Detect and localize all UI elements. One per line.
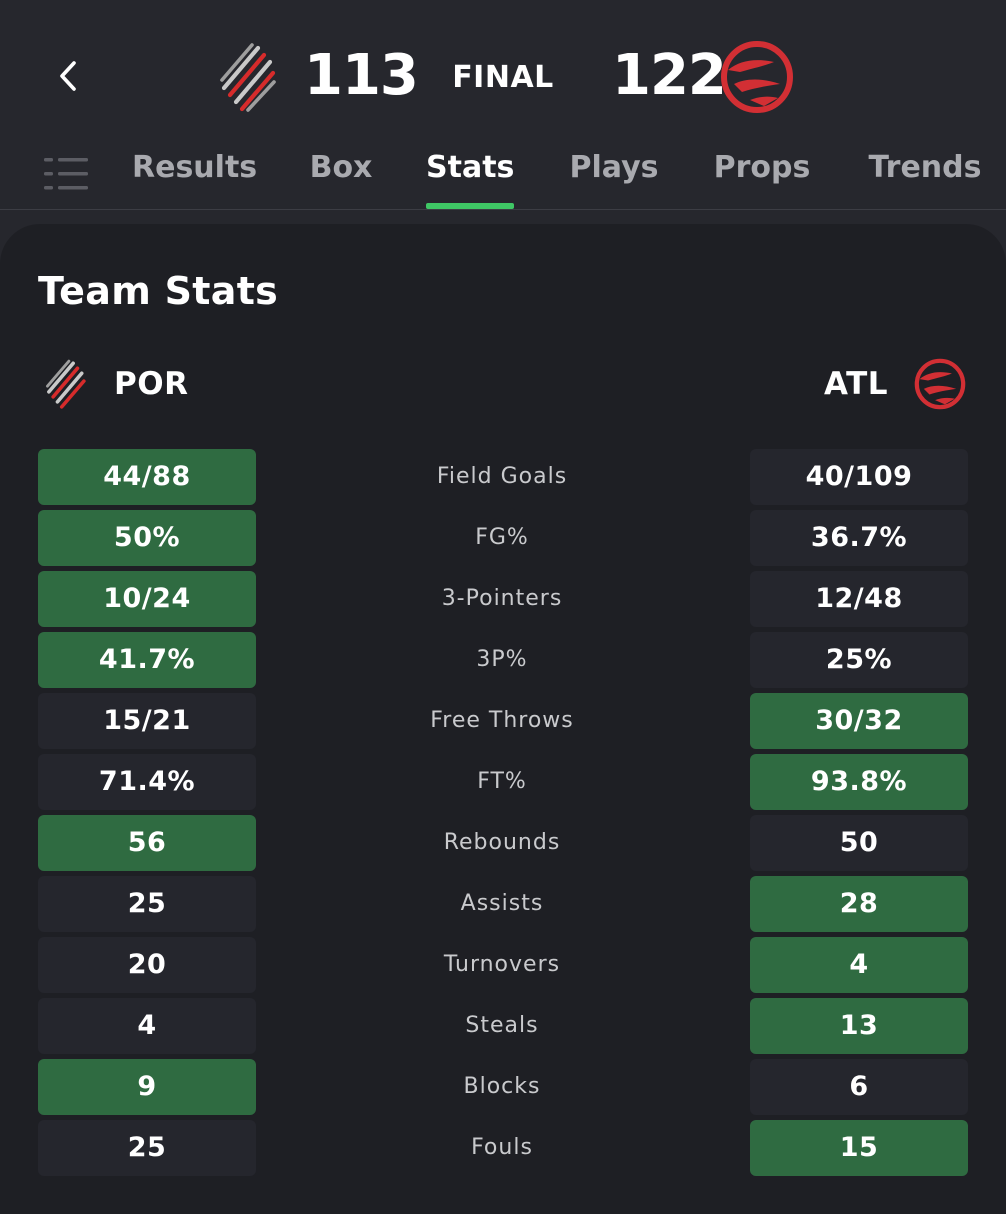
active-tab-indicator — [426, 203, 514, 209]
away-score: 122 — [612, 43, 727, 108]
stat-label: Assists — [460, 891, 544, 916]
por-stat-value: 44/88 — [38, 449, 256, 505]
hawks-logo-icon — [914, 358, 966, 410]
card-title: Team Stats — [38, 269, 279, 313]
stat-label: Free Throws — [430, 708, 574, 733]
stat-label: Fouls — [471, 1135, 533, 1160]
atl-stat-value: 15 — [750, 1120, 968, 1176]
stat-row-3-pointers: 10/24 3-Pointers 12/48 — [0, 571, 1006, 627]
stat-row-field-goals: 44/88 Field Goals 40/109 — [0, 449, 1006, 505]
stat-label: Turnovers — [443, 952, 561, 977]
stat-row-3p-pct: 41.7% 3P% 25% — [0, 632, 1006, 688]
stat-row-free-throws: 15/21 Free Throws 30/32 — [0, 693, 1006, 749]
stat-label: Field Goals — [436, 464, 568, 489]
atl-stat-value: 40/109 — [750, 449, 968, 505]
away-team-abbr: ATL — [824, 366, 888, 402]
por-stat-value: 10/24 — [38, 571, 256, 627]
por-stat-value: 4 — [38, 998, 256, 1054]
stat-row-rebounds: 56 Rebounds 50 — [0, 815, 1006, 871]
game-header: 113 FINAL 122 — [0, 0, 1006, 150]
tab-label: Props — [713, 150, 811, 185]
atl-stat-value: 13 — [750, 998, 968, 1054]
home-team-abbr: POR — [114, 366, 189, 402]
tab-plays[interactable]: Plays — [568, 148, 660, 209]
stat-row-fouls: 25 Fouls 15 — [0, 1120, 1006, 1176]
tab-box[interactable]: Box — [308, 148, 374, 209]
tab-label: Trends — [868, 150, 982, 185]
tab-label: Box — [309, 150, 373, 185]
atl-stat-value: 12/48 — [750, 571, 968, 627]
away-team-header: ATL — [824, 354, 966, 414]
por-stat-value: 50% — [38, 510, 256, 566]
tab-trends[interactable]: Trends — [866, 148, 984, 209]
por-stat-value: 41.7% — [38, 632, 256, 688]
stat-row-assists: 25 Assists 28 — [0, 876, 1006, 932]
tab-props[interactable]: Props — [712, 148, 812, 209]
atl-stat-value: 93.8% — [750, 754, 968, 810]
stat-row-steals: 4 Steals 13 — [0, 998, 1006, 1054]
atl-stat-value: 28 — [750, 876, 968, 932]
tab-label: Stats — [426, 150, 515, 185]
stat-label: 3P% — [476, 647, 528, 672]
atl-stat-value: 50 — [750, 815, 968, 871]
por-stat-value: 9 — [38, 1059, 256, 1115]
stat-row-turnovers: 20 Turnovers 4 — [0, 937, 1006, 993]
tab-label: Plays — [569, 150, 659, 185]
atl-stat-value: 25% — [750, 632, 968, 688]
atl-stat-value: 4 — [750, 937, 968, 993]
stat-label: 3-Pointers — [441, 586, 563, 611]
stat-label: Steals — [465, 1013, 539, 1038]
list-menu-icon — [44, 158, 88, 190]
atl-stat-value: 30/32 — [750, 693, 968, 749]
home-score: 113 — [304, 43, 419, 108]
hawks-logo-icon — [720, 40, 794, 114]
menu-button[interactable] — [40, 152, 92, 196]
trail-blazers-logo-icon — [45, 359, 86, 409]
team-stats-card: Team Stats POR ATL 44/88 Field Goals 40/… — [0, 224, 1006, 1214]
stat-label: FG% — [475, 525, 529, 550]
por-stat-value: 71.4% — [38, 754, 256, 810]
stat-label: Blocks — [463, 1074, 541, 1099]
trail-blazers-logo-icon — [218, 42, 278, 112]
home-team-header: POR — [44, 354, 188, 414]
por-stat-value: 20 — [38, 937, 256, 993]
atl-stat-value: 36.7% — [750, 510, 968, 566]
tab-bar: Results Box Stats Plays Props Trends — [0, 140, 1006, 210]
por-stat-value: 15/21 — [38, 693, 256, 749]
tab-results[interactable]: Results — [132, 148, 257, 209]
chevron-left-icon — [60, 61, 76, 91]
back-button[interactable] — [46, 54, 90, 98]
tab-stats[interactable]: Stats — [426, 148, 514, 209]
stat-label: Rebounds — [443, 830, 561, 855]
por-stat-value: 56 — [38, 815, 256, 871]
stat-row-ft-pct: 71.4% FT% 93.8% — [0, 754, 1006, 810]
stat-row-fg-pct: 50% FG% 36.7% — [0, 510, 1006, 566]
por-stat-value: 25 — [38, 1120, 256, 1176]
por-stat-value: 25 — [38, 876, 256, 932]
game-status: FINAL — [452, 60, 554, 95]
stat-label: FT% — [477, 769, 527, 794]
stat-row-blocks: 9 Blocks 6 — [0, 1059, 1006, 1115]
tab-label: Results — [132, 150, 258, 185]
atl-stat-value: 6 — [750, 1059, 968, 1115]
